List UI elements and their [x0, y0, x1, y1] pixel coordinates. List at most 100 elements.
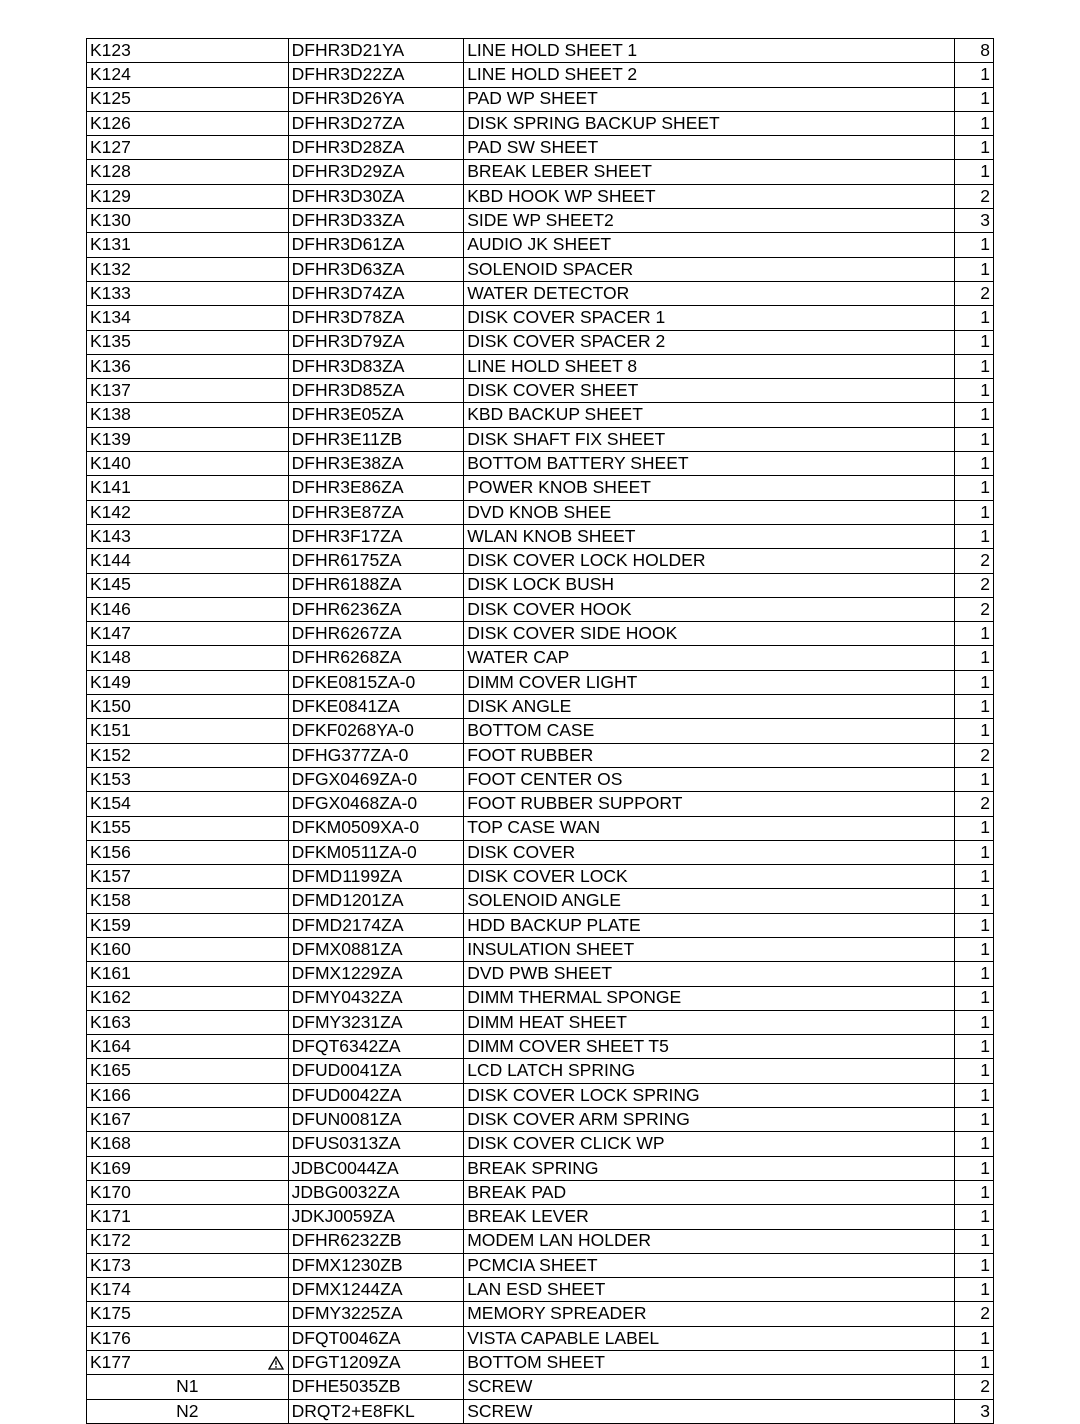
part-cell: DFMX1229ZA — [288, 962, 464, 986]
part-cell: JDBC0044ZA — [288, 1156, 464, 1180]
part-cell: DFQT0046ZA — [288, 1326, 464, 1350]
qty-cell: 1 — [955, 962, 994, 986]
desc-cell: FOOT RUBBER — [464, 743, 955, 767]
qty-cell: 1 — [955, 427, 994, 451]
table-row: K140DFHR3E38ZABOTTOM BATTERY SHEET1 — [87, 452, 994, 476]
desc-cell: PAD WP SHEET — [464, 87, 955, 111]
ref-cell: N2 — [87, 1399, 289, 1423]
table-row: K138DFHR3E05ZAKBD BACKUP SHEET1 — [87, 403, 994, 427]
ref-cell: K168 — [87, 1132, 289, 1156]
table-row: K143DFHR3F17ZAWLAN KNOB SHEET1 — [87, 524, 994, 548]
table-row: K148DFHR6268ZAWATER CAP1 — [87, 646, 994, 670]
table-row: K134DFHR3D78ZADISK COVER SPACER 11 — [87, 306, 994, 330]
table-row: K149DFKE0815ZA-0DIMM COVER LIGHT1 — [87, 670, 994, 694]
desc-cell: WLAN KNOB SHEET — [464, 524, 955, 548]
ref-cell: K169 — [87, 1156, 289, 1180]
part-cell: DFMY0432ZA — [288, 986, 464, 1010]
part-cell: DFKM0511ZA-0 — [288, 840, 464, 864]
ref-cell: K167 — [87, 1108, 289, 1132]
part-cell: DFHR6175ZA — [288, 549, 464, 573]
qty-cell: 1 — [955, 233, 994, 257]
desc-cell: KBD HOOK WP SHEET — [464, 184, 955, 208]
ref-cell: K124 — [87, 63, 289, 87]
part-cell: DFHR3D85ZA — [288, 379, 464, 403]
table-row: K135DFHR3D79ZADISK COVER SPACER 21 — [87, 330, 994, 354]
table-row: K136DFHR3D83ZALINE HOLD SHEET 81 — [87, 354, 994, 378]
table-row: K150DFKE0841ZADISK ANGLE1 — [87, 695, 994, 719]
part-cell: DFHR3D30ZA — [288, 184, 464, 208]
desc-cell: BREAK PAD — [464, 1180, 955, 1204]
qty-cell: 2 — [955, 1375, 994, 1399]
table-row: K130DFHR3D33ZASIDE WP SHEET23 — [87, 209, 994, 233]
desc-cell: DISK ANGLE — [464, 695, 955, 719]
table-row: K174DFMX1244ZALAN ESD SHEET1 — [87, 1278, 994, 1302]
part-cell: DFHR3D28ZA — [288, 136, 464, 160]
table-row: K175DFMY3225ZAMEMORY SPREADER2 — [87, 1302, 994, 1326]
table-row: K156DFKM0511ZA-0DISK COVER1 — [87, 840, 994, 864]
part-cell: DFUD0041ZA — [288, 1059, 464, 1083]
table-row: K146DFHR6236ZADISK COVER HOOK2 — [87, 597, 994, 621]
ref-cell: K173 — [87, 1253, 289, 1277]
ref-cell: K133 — [87, 281, 289, 305]
ref-cell: K153 — [87, 767, 289, 791]
desc-cell: DVD PWB SHEET — [464, 962, 955, 986]
table-row: K144DFHR6175ZADISK COVER LOCK HOLDER2 — [87, 549, 994, 573]
part-cell: DFHR3D74ZA — [288, 281, 464, 305]
table-row: K154DFGX0468ZA-0FOOT RUBBER SUPPORT2 — [87, 792, 994, 816]
table-row: K176DFQT0046ZAVISTA CAPABLE LABEL1 — [87, 1326, 994, 1350]
table-row: K168DFUS0313ZADISK COVER CLICK WP1 — [87, 1132, 994, 1156]
qty-cell: 1 — [955, 500, 994, 524]
qty-cell: 2 — [955, 743, 994, 767]
table-row: K123DFHR3D21YALINE HOLD SHEET 18 — [87, 39, 994, 63]
desc-cell: DISK COVER SIDE HOOK — [464, 622, 955, 646]
desc-cell: KBD BACKUP SHEET — [464, 403, 955, 427]
part-cell: DFGT1209ZA — [288, 1351, 464, 1375]
qty-cell: 1 — [955, 330, 994, 354]
ref-cell: K149 — [87, 670, 289, 694]
desc-cell: SOLENOID ANGLE — [464, 889, 955, 913]
desc-cell: LCD LATCH SPRING — [464, 1059, 955, 1083]
desc-cell: SCREW — [464, 1399, 955, 1423]
desc-cell: AUDIO JK SHEET — [464, 233, 955, 257]
part-cell: DFHR3D22ZA — [288, 63, 464, 87]
table-row: K159DFMD2174ZAHDD BACKUP PLATE1 — [87, 913, 994, 937]
ref-cell: K158 — [87, 889, 289, 913]
desc-cell: DIMM HEAT SHEET — [464, 1010, 955, 1034]
desc-cell: DIMM THERMAL SPONGE — [464, 986, 955, 1010]
ref-cell: K152 — [87, 743, 289, 767]
table-row: K145DFHR6188ZADISK LOCK BUSH2 — [87, 573, 994, 597]
ref-cell: K129 — [87, 184, 289, 208]
part-cell: DFUS0313ZA — [288, 1132, 464, 1156]
ref-cell: K134 — [87, 306, 289, 330]
part-cell: DFHR3D27ZA — [288, 111, 464, 135]
desc-cell: HDD BACKUP PLATE — [464, 913, 955, 937]
desc-cell: DISK SPRING BACKUP SHEET — [464, 111, 955, 135]
table-row: K170JDBG0032ZABREAK PAD1 — [87, 1180, 994, 1204]
table-row: K161DFMX1229ZADVD PWB SHEET1 — [87, 962, 994, 986]
desc-cell: BOTTOM SHEET — [464, 1351, 955, 1375]
qty-cell: 1 — [955, 160, 994, 184]
part-cell: DFHR6268ZA — [288, 646, 464, 670]
ref-cell: K174 — [87, 1278, 289, 1302]
part-cell: DFHR3E38ZA — [288, 452, 464, 476]
table-row: N1DFHE5035ZBSCREW2 — [87, 1375, 994, 1399]
qty-cell: 1 — [955, 1351, 994, 1375]
part-cell: DFKM0509XA-0 — [288, 816, 464, 840]
table-row: K163DFMY3231ZADIMM HEAT SHEET1 — [87, 1010, 994, 1034]
qty-cell: 1 — [955, 1132, 994, 1156]
table-row: K142DFHR3E87ZADVD KNOB SHEE1 — [87, 500, 994, 524]
ref-cell: K177 — [87, 1351, 289, 1375]
ref-cell: K159 — [87, 913, 289, 937]
part-cell: DFHR3D21YA — [288, 39, 464, 63]
part-cell: DFMX0881ZA — [288, 937, 464, 961]
desc-cell: LINE HOLD SHEET 8 — [464, 354, 955, 378]
part-cell: DFMY3231ZA — [288, 1010, 464, 1034]
qty-cell: 1 — [955, 1010, 994, 1034]
part-cell: DFHR3D63ZA — [288, 257, 464, 281]
qty-cell: 1 — [955, 1083, 994, 1107]
part-cell: DFHR6232ZB — [288, 1229, 464, 1253]
qty-cell: 1 — [955, 1253, 994, 1277]
qty-cell: 2 — [955, 597, 994, 621]
qty-cell: 1 — [955, 1180, 994, 1204]
qty-cell: 1 — [955, 865, 994, 889]
